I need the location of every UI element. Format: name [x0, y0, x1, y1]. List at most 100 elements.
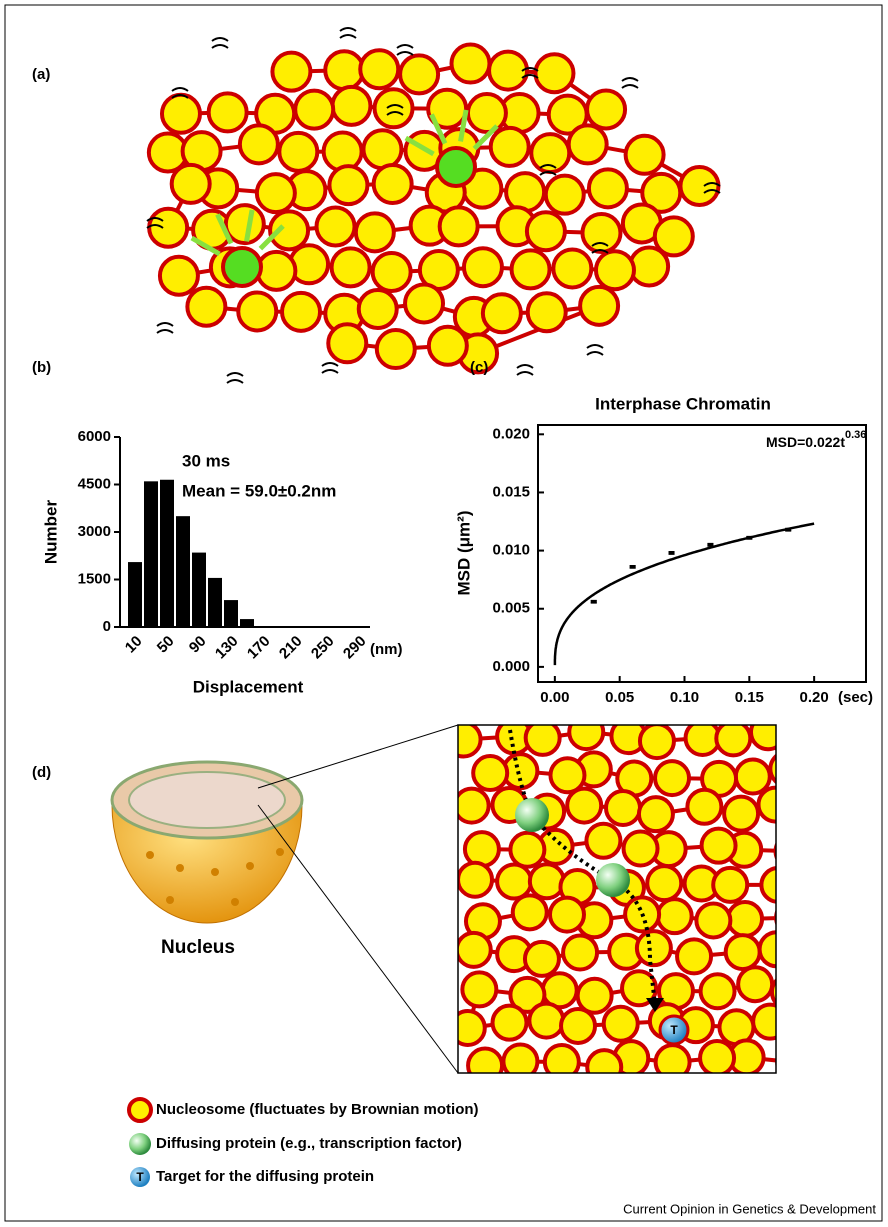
nucleosome [468, 94, 506, 132]
y-tick-label: 0.000 [492, 658, 530, 675]
annotation: 30 ms [182, 451, 230, 470]
nucleosome [356, 213, 394, 251]
nucleosome [458, 863, 492, 897]
nucleosome-green [437, 148, 475, 186]
x-tick-label: 0.05 [605, 689, 634, 706]
y-axis-label: MSD (μm²) [454, 511, 473, 596]
nucleosome [550, 758, 584, 792]
x-tick-label: 0.20 [800, 689, 829, 706]
annotation: Mean = 59.0±0.2nm [182, 481, 336, 500]
nucleosome [172, 165, 210, 203]
x-tick-label: 0.10 [670, 689, 699, 706]
legend-label: Target for the diffusing protein [156, 1168, 374, 1185]
diffusing-protein [515, 798, 549, 832]
nucleosome [728, 902, 762, 936]
panel-label: (b) [32, 359, 51, 376]
nucleosome [550, 898, 584, 932]
legend-label: Diffusing protein (e.g., transcription f… [156, 1135, 462, 1152]
fit-equation: MSD=0.022t [766, 434, 845, 450]
diffusing-protein [596, 863, 630, 897]
bar [224, 600, 238, 627]
nucleosome [561, 1009, 595, 1043]
nucleosome [491, 128, 529, 166]
nucleosome [529, 1004, 563, 1038]
nucleosome [272, 53, 310, 91]
nucleosome [553, 249, 591, 287]
nucleosome [702, 829, 736, 863]
legend-label: Nucleosome (fluctuates by Brownian motio… [156, 1101, 479, 1118]
nucleosome [328, 324, 366, 362]
point [707, 543, 713, 546]
nucleosome [359, 290, 397, 328]
nucleosome [489, 52, 527, 90]
bar [192, 553, 206, 627]
nucleosome [279, 133, 317, 171]
nucleosome [429, 327, 467, 365]
nucleosome [324, 133, 362, 171]
nucleosome [716, 721, 750, 755]
nucleus-label: Nucleus [161, 937, 235, 958]
bar [208, 578, 222, 627]
nucleosome [580, 287, 618, 325]
nucleosome [569, 125, 607, 163]
nucleosome [464, 248, 502, 286]
y-tick-label: 0 [103, 618, 111, 635]
nucleosome [535, 54, 573, 92]
nucleosome [325, 51, 363, 89]
y-tick-label: 0.015 [492, 483, 530, 500]
nucleosome [451, 45, 489, 83]
panel-label: (c) [470, 359, 488, 376]
nucleosome [586, 824, 620, 858]
nucleosome [528, 293, 566, 331]
fit-part: MSD= [766, 434, 805, 450]
nucleosome [462, 972, 496, 1006]
y-tick-label: 1500 [78, 570, 111, 587]
nucleosome [531, 134, 569, 172]
bar [128, 562, 142, 627]
nucleosome [295, 91, 333, 129]
nucleosome [624, 831, 658, 865]
panel-label: (a) [32, 66, 50, 83]
nucleosome [658, 899, 692, 933]
x-tick-label: 0.00 [540, 689, 569, 706]
nucleosome [332, 248, 370, 286]
nucleosome [687, 790, 721, 824]
nucleosome [209, 93, 247, 131]
nucleosome [724, 797, 758, 831]
bar [144, 481, 158, 627]
x-unit: (sec) [838, 689, 873, 706]
nucleosome [400, 55, 438, 93]
nucleosome [238, 292, 276, 330]
nucleosome [483, 294, 521, 332]
nucleosome-green [223, 248, 261, 286]
bar [176, 516, 190, 627]
nucleosome [637, 931, 671, 965]
point [591, 600, 597, 603]
nucleosome [374, 165, 412, 203]
target-symbol: T [136, 1170, 144, 1184]
chart-title: Interphase Chromatin [595, 394, 771, 413]
nucleosome [596, 251, 634, 289]
nucleosome [639, 797, 673, 831]
nucleosome [457, 933, 491, 967]
nucleosome [640, 724, 674, 758]
nucleosome [630, 247, 668, 285]
bar [240, 619, 254, 627]
x-unit: (nm) [370, 641, 403, 658]
fit-exponent: 0.36 [845, 429, 866, 441]
footer: Current Opinion in Genetics & Developmen… [623, 1201, 876, 1216]
panel-label: (d) [32, 764, 51, 781]
figure: T (a) (b) (c) (d) Nucleus T Nucleosome (… [0, 0, 888, 1227]
nucleosome [160, 257, 198, 295]
nucleosome [465, 832, 499, 866]
nucleosome [526, 721, 560, 755]
nucleosome [405, 284, 443, 322]
y-tick-label: 3000 [78, 523, 111, 540]
target-symbol: T [670, 1023, 678, 1037]
nucleosome [240, 125, 278, 163]
legend-icon [129, 1099, 151, 1121]
nucleosome [257, 252, 295, 290]
nucleosome [149, 209, 187, 247]
point [746, 536, 752, 539]
nucleosome [493, 1006, 527, 1040]
